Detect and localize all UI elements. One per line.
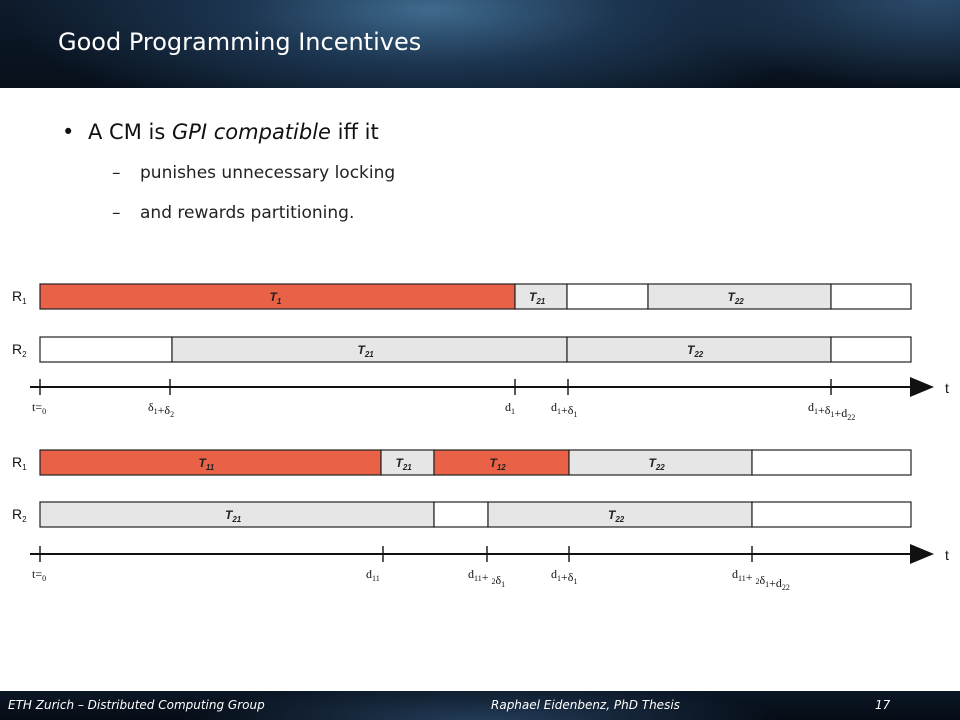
tick-label: d1+δ1 — [551, 400, 577, 419]
task-label: T21 — [225, 508, 242, 524]
slide-title: Good Programming Incentives — [58, 28, 422, 56]
tick-label: t=0 — [32, 400, 46, 416]
page-number: 17 — [875, 698, 891, 712]
task-label: T21 — [529, 290, 546, 306]
resource-label: R2 — [12, 341, 27, 359]
sub-bullet-text: and rewards partitioning. — [140, 203, 355, 223]
footer-author: Raphael Eidenbenz, PhD Thesis — [491, 698, 680, 712]
bullet-prefix: A CM is — [88, 120, 172, 144]
axis-label: t — [945, 380, 949, 396]
task-label: T21 — [358, 343, 375, 359]
dash-marker: – — [112, 203, 121, 223]
timeline-segment-idle — [830, 283, 912, 310]
task-label: T12 — [490, 456, 507, 472]
bullet-emphasis: GPI compatible — [171, 120, 331, 144]
sub-bullet-1: – punishes unnecessary locking — [112, 163, 395, 183]
timeline-segment-waiting — [487, 501, 753, 528]
timeline-segment-locked — [39, 449, 382, 476]
footer-institution: ETH Zurich – Distributed Computing Group — [8, 698, 265, 712]
tick-label: t=0 — [32, 567, 46, 583]
tick-label: d11 — [366, 567, 380, 583]
footer-bar — [0, 691, 960, 720]
tick-label: d1 — [505, 400, 515, 416]
tick-label: d11+ 2δ1+d22 — [732, 567, 790, 590]
timeline-segment-waiting — [566, 336, 832, 363]
tick-label: d11+ 2δ1 — [468, 567, 505, 589]
tick-label: d1+δ1 — [551, 567, 577, 586]
title-bar — [0, 0, 960, 88]
timeline-segment-idle — [433, 501, 489, 528]
axis-label: t — [945, 547, 949, 563]
dash-marker: – — [112, 163, 121, 183]
timeline-segment-waiting — [514, 283, 568, 310]
task-label: T22 — [608, 508, 625, 524]
sub-bullet-2: – and rewards partitioning. — [112, 203, 354, 223]
timeline-segment-idle — [39, 336, 173, 363]
resource-label: R2 — [12, 506, 27, 524]
bullet-suffix: iff it — [330, 120, 379, 144]
resource-label: R1 — [12, 288, 27, 306]
tick-label: d1+δ1+d22 — [808, 400, 855, 422]
task-label: T11 — [199, 456, 215, 472]
resource-label: R1 — [12, 454, 27, 472]
task-label: T1 — [270, 290, 282, 306]
task-label: T22 — [649, 456, 666, 472]
timeline-segment-locked — [39, 283, 516, 310]
timeline-segment-waiting — [568, 449, 753, 476]
timeline-segment-idle — [830, 336, 912, 363]
sub-bullet-text: punishes unnecessary locking — [140, 163, 396, 183]
tick-label: δ1+δ2 — [148, 400, 174, 419]
timeline-segment-idle — [751, 501, 912, 528]
bullet-dot: • — [62, 120, 75, 144]
task-label: T21 — [396, 456, 413, 472]
timeline-scenario-2: R1 T11 T21 T12 T22 R2 T21 T22 t t=0 d11 d11+ 2δ1 d1+… — [12, 449, 949, 590]
main-bullet: • A CM is GPI compatible iff it — [62, 120, 379, 144]
timeline-scenario-1: R1 T1 T21 T22 R2 T21 T22 t t=0 δ1+δ2 d1 d1+δ1 d1+δ1+… — [12, 283, 949, 422]
timeline-segment-idle — [566, 283, 649, 310]
timeline-segment-waiting — [380, 449, 435, 476]
task-label: T22 — [728, 290, 745, 306]
scheduling-diagram: R1 T1 T21 T22 R2 T21 T22 t t=0 δ1+δ2 d1 d1+δ1 d1+δ1+… — [12, 283, 949, 590]
timeline-segment-idle — [751, 449, 912, 476]
task-label: T22 — [687, 343, 704, 359]
